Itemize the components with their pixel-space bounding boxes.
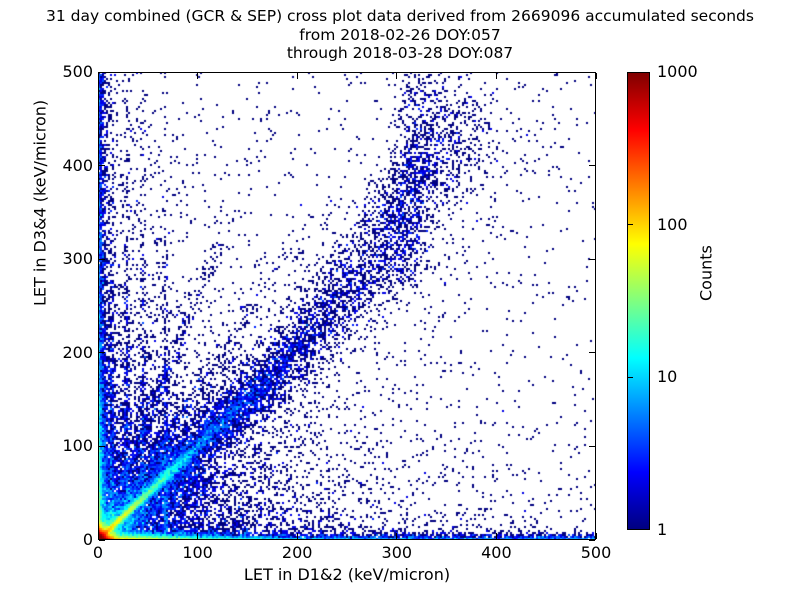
x-axis-label: LET in D1&2 (keV/micron) <box>243 565 451 584</box>
colorbar-tick <box>628 224 633 226</box>
y-tick-left <box>99 71 105 73</box>
y-tick-left <box>99 539 105 541</box>
y-tick-label: 100 <box>62 436 93 456</box>
plot-title: 31 day combined (GCR & SEP) cross plot d… <box>0 7 800 63</box>
x-tick-top <box>296 73 298 79</box>
x-tick-top <box>595 73 597 79</box>
y-tick-left <box>99 258 105 260</box>
y-tick-right <box>589 539 595 541</box>
y-tick-label: 500 <box>62 62 93 81</box>
x-tick-bottom <box>97 533 99 539</box>
x-tick-bottom <box>495 533 497 539</box>
x-tick-label: 300 <box>381 543 413 562</box>
x-tick-label: 500 <box>580 543 612 562</box>
y-tick-label: 400 <box>62 155 93 175</box>
y-tick-left <box>99 165 105 167</box>
x-tick-bottom <box>396 533 398 539</box>
x-tick-label: 400 <box>481 543 512 562</box>
y-tick-right <box>589 71 595 73</box>
x-tick-top <box>495 73 497 79</box>
y-tick-right <box>589 258 595 260</box>
x-tick-label: 100 <box>182 543 213 562</box>
title-line-3: through 2018-03-28 DOY:087 <box>286 44 514 62</box>
y-tick-label: 300 <box>62 249 93 269</box>
colorbar <box>627 72 650 530</box>
title-line-1: 31 day combined (GCR & SEP) cross plot d… <box>46 7 754 25</box>
colorbar-tick-label: 1 <box>657 520 668 539</box>
y-tick-left <box>99 445 105 447</box>
colorbar-tick-label: 10 <box>657 367 678 387</box>
title-line-2: from 2018-02-26 DOY:057 <box>299 25 501 44</box>
x-tick-top <box>396 73 398 79</box>
y-tick-right <box>589 445 595 447</box>
x-tick-bottom <box>595 533 597 539</box>
y-tick-right <box>589 165 595 167</box>
x-tick-bottom <box>296 533 298 539</box>
x-tick-top <box>197 73 199 79</box>
x-tick-label: 200 <box>281 543 313 562</box>
cross-plot-histogram-canvas <box>98 72 596 540</box>
x-tick-bottom <box>197 533 199 539</box>
y-tick-left <box>99 352 105 354</box>
y-tick-right <box>589 352 595 354</box>
colorbar-tick-label: 100 <box>657 214 688 234</box>
x-tick-top <box>97 73 99 79</box>
y-tick-label: 200 <box>62 342 93 362</box>
x-tick-label: 0 <box>92 543 104 562</box>
y-tick-label: 0 <box>82 530 93 549</box>
colorbar-tick <box>628 376 633 378</box>
colorbar-tick-label: 1000 <box>657 62 698 81</box>
